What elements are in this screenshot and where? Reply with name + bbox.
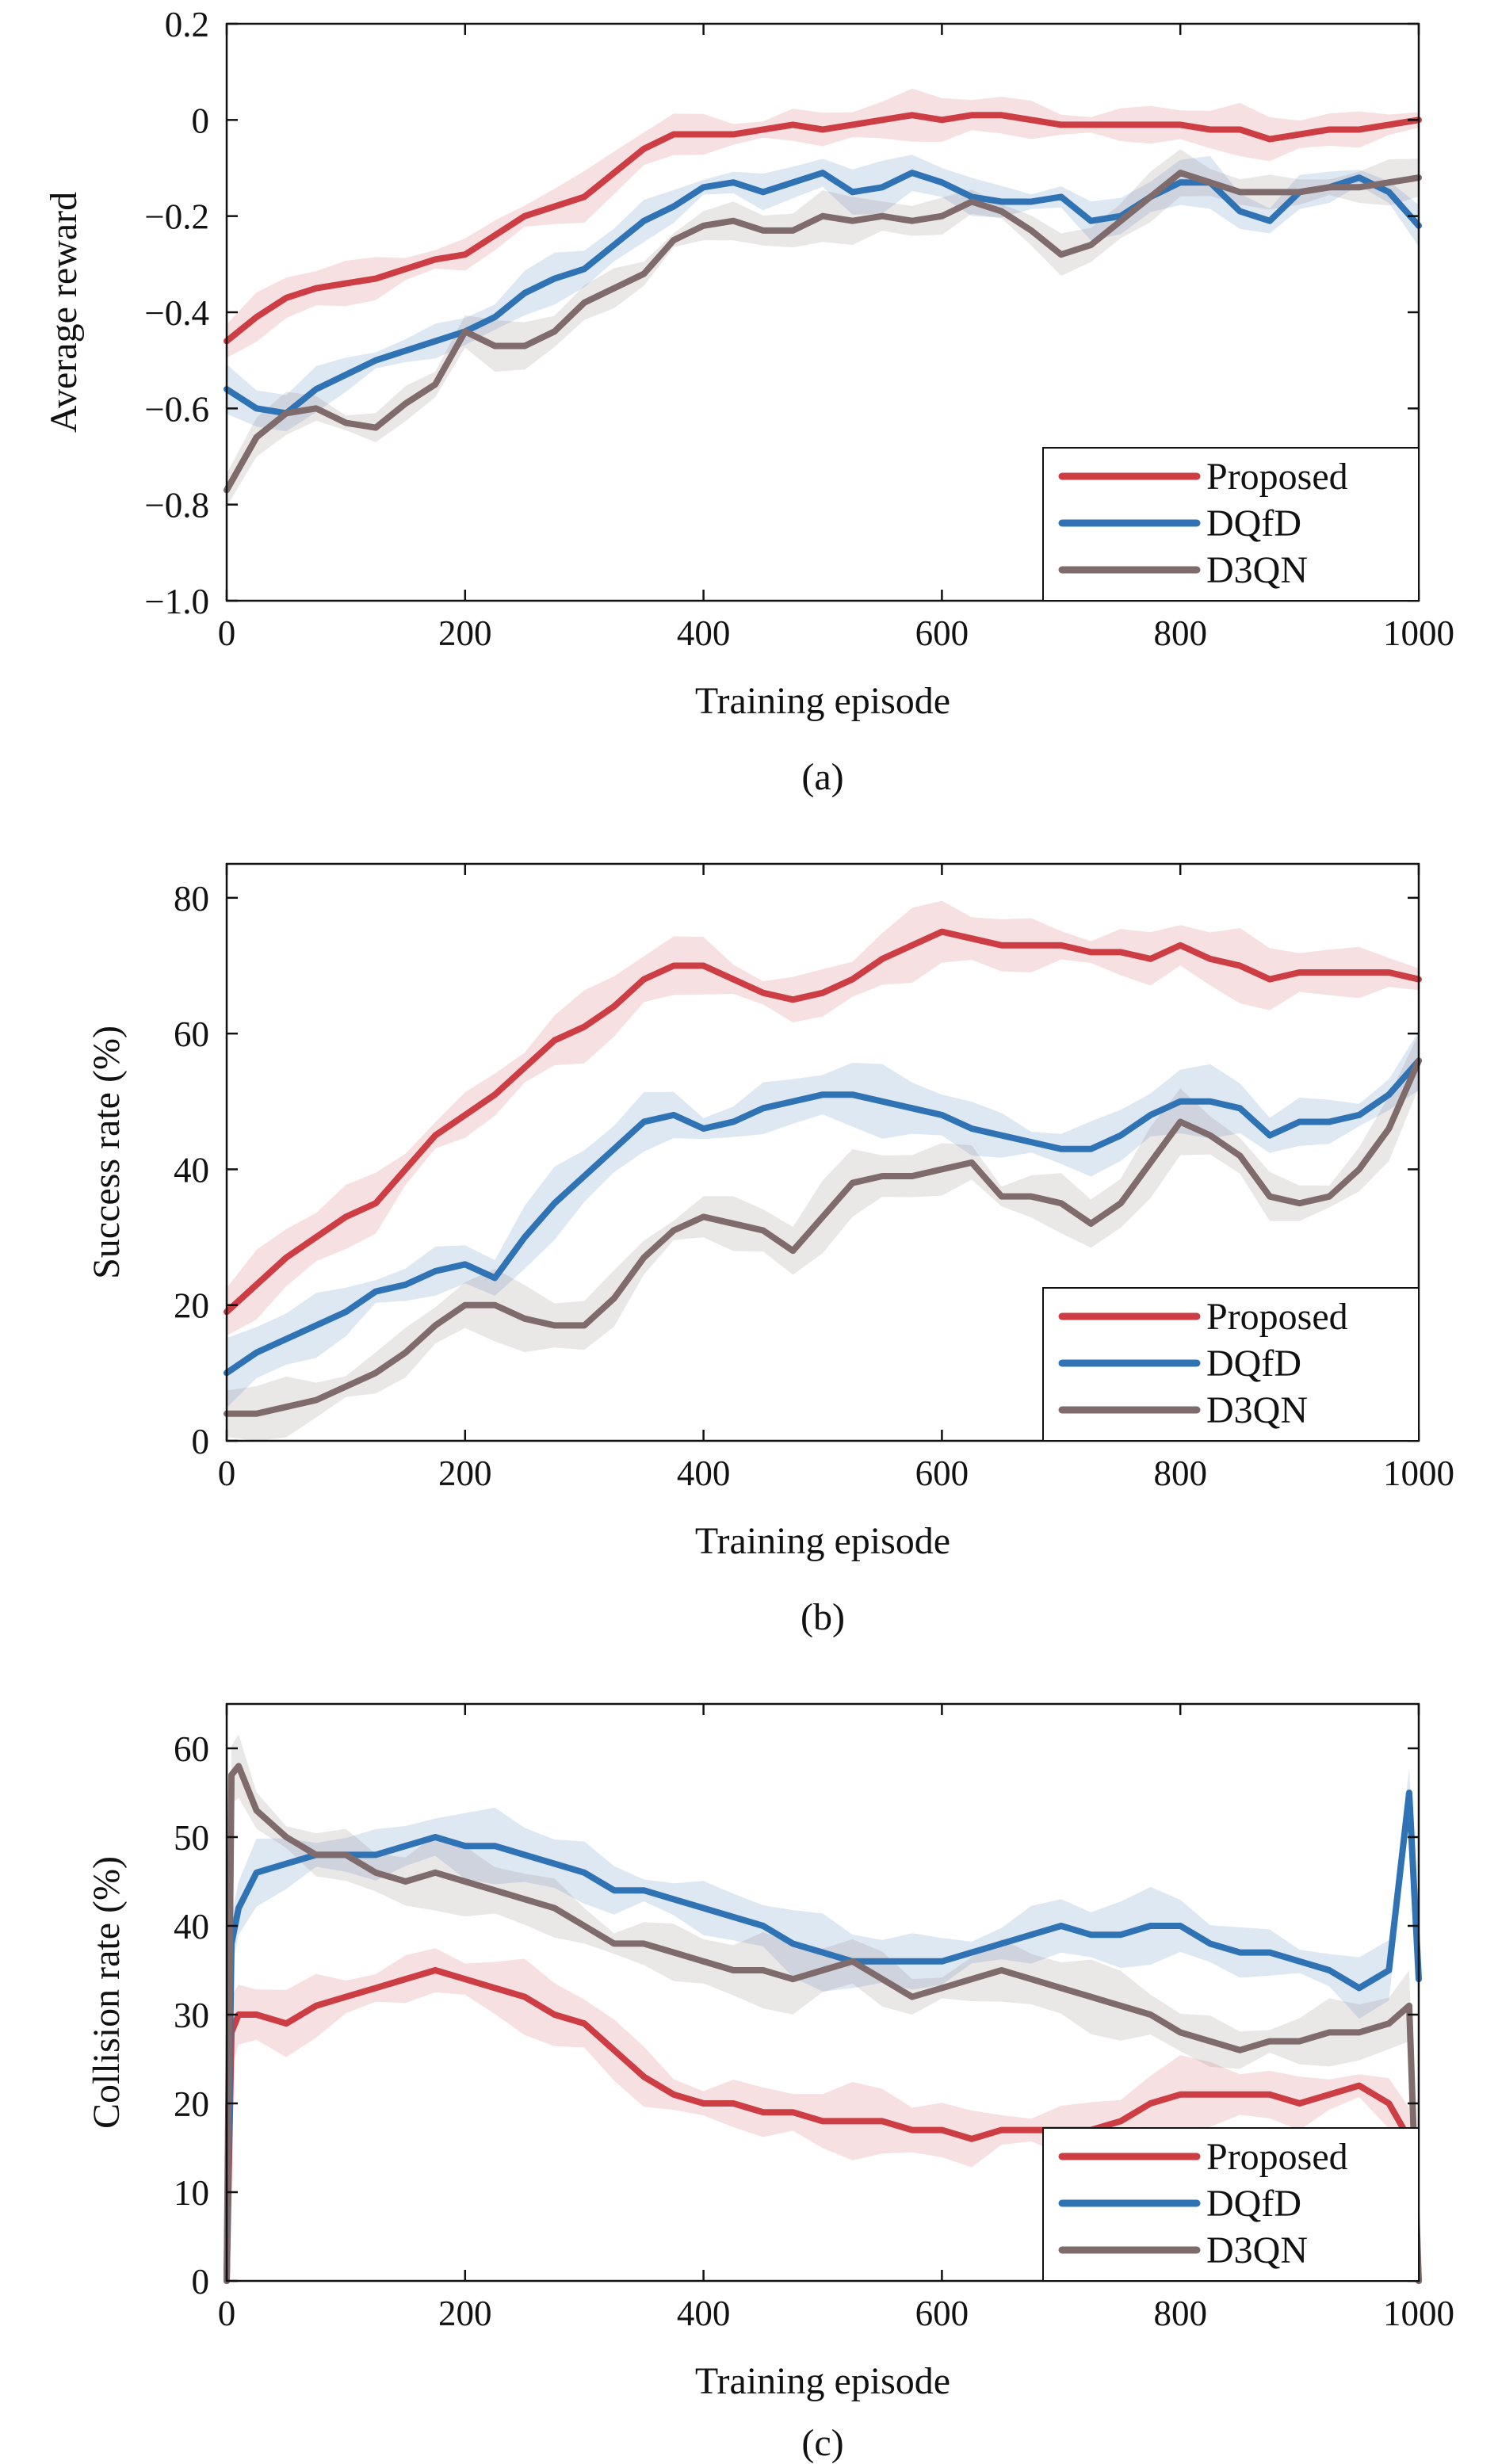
panel-a-xtick-label: 800 bbox=[1153, 613, 1207, 653]
panel-a-line-proposed bbox=[224, 112, 1422, 345]
panel-c-legend: Proposed DQfD D3QN bbox=[1042, 2127, 1420, 2282]
panel-b-line-d3qn bbox=[224, 1057, 1422, 1417]
panel-c-caption: (c) bbox=[801, 2422, 843, 2464]
panel-c-line-dqfd bbox=[224, 1790, 1422, 2284]
panel-a-ytick-label: −0.4 bbox=[144, 293, 209, 333]
panel-b-xtick-label: 0 bbox=[218, 1454, 236, 1493]
panel-a: 0 200 400 600 800 1000 −1.0 −0.8 −0.6 −0.4 −0.2 0 0.… bbox=[43, 5, 1454, 798]
panel-a-legend-label-d3qn: D3QN bbox=[1206, 549, 1308, 591]
panel-a-ytick-label: 0 bbox=[192, 101, 210, 140]
panel-b-legend-label-d3qn: D3QN bbox=[1206, 1389, 1308, 1431]
panel-a-xtick-label: 400 bbox=[677, 613, 731, 653]
panel-c-tick-labels: 0 200 400 600 800 1000 0 10 20 30 40 50 60 bbox=[174, 1729, 1454, 2333]
panel-b-legend-label-dqfd: DQfD bbox=[1206, 1343, 1301, 1385]
panel-a-ylabel: Average reward bbox=[43, 192, 85, 433]
panel-b-lines bbox=[224, 928, 1422, 1417]
panel-b-ytick-label: 0 bbox=[192, 1422, 210, 1461]
panel-a-ytick-label: −0.6 bbox=[144, 389, 209, 429]
panel-c-xtick-label: 0 bbox=[218, 2294, 236, 2333]
panel-a-band-d3qn bbox=[227, 149, 1419, 507]
panel-b-ytick-label: 60 bbox=[174, 1014, 209, 1054]
panel-c: 0 200 400 600 800 1000 0 10 20 30 40 50 60 Training … bbox=[86, 1702, 1454, 2464]
panel-a-legend-label-dqfd: DQfD bbox=[1206, 502, 1301, 544]
panel-b-ytick-label: 80 bbox=[174, 879, 209, 919]
panel-a-xtick-label: 600 bbox=[915, 613, 969, 653]
panel-a-legend: Proposed DQfD D3QN bbox=[1042, 447, 1420, 602]
panel-a-ytick-label: −0.8 bbox=[144, 486, 209, 525]
panel-c-xlabel: Training episode bbox=[695, 2360, 950, 2402]
panel-b: 0 200 400 600 800 1000 0 20 40 60 80 Training epis… bbox=[86, 862, 1454, 1638]
panel-c-xtick-label: 1000 bbox=[1383, 2294, 1454, 2333]
panel-b-axes-box bbox=[225, 862, 1420, 1442]
panel-a-line-d3qn bbox=[224, 170, 1422, 494]
panel-c-ytick-label: 0 bbox=[192, 2262, 210, 2302]
panel-a-caption: (a) bbox=[801, 756, 843, 798]
panel-b-line-dqfd bbox=[224, 1057, 1422, 1377]
panel-c-xtick-label: 600 bbox=[915, 2294, 969, 2333]
panel-c-ytick-label: 50 bbox=[174, 1818, 209, 1858]
panel-c-band-proposed bbox=[227, 1948, 1419, 2281]
panel-c-bands bbox=[227, 1734, 1419, 2281]
panel-c-ytick-label: 40 bbox=[174, 1907, 209, 1946]
panel-a-xlabel: Training episode bbox=[695, 680, 950, 722]
panel-b-xtick-label: 200 bbox=[438, 1454, 492, 1493]
panel-b-xtick-label: 400 bbox=[677, 1454, 731, 1493]
panel-b-ytick-label: 20 bbox=[174, 1286, 209, 1326]
panel-b-xlabel: Training episode bbox=[695, 1520, 950, 1562]
panel-a-line-dqfd bbox=[224, 170, 1422, 417]
panel-c-lines bbox=[224, 1763, 1422, 2284]
panel-b-ytick-label: 40 bbox=[174, 1150, 209, 1190]
panel-c-xtick-label: 400 bbox=[677, 2294, 731, 2333]
panel-c-ytick-label: 60 bbox=[174, 1729, 209, 1769]
panel-c-legend-label-proposed: Proposed bbox=[1206, 2136, 1348, 2178]
panel-b-ylabel: Success rate (%) bbox=[86, 1026, 128, 1279]
panel-b-legend: Proposed DQfD D3QN bbox=[1042, 1287, 1420, 1442]
panel-a-xtick-label: 200 bbox=[438, 613, 492, 653]
panel-b-tick-labels: 0 200 400 600 800 1000 0 20 40 60 80 bbox=[174, 879, 1454, 1493]
panel-a-legend-label-proposed: Proposed bbox=[1206, 456, 1348, 498]
panel-a-xtick-label: 1000 bbox=[1383, 613, 1454, 653]
panel-b-xtick-label: 800 bbox=[1153, 1454, 1207, 1493]
panel-a-band-proposed bbox=[227, 88, 1419, 358]
panel-b-caption: (b) bbox=[801, 1596, 845, 1638]
panel-b-xtick-label: 600 bbox=[915, 1454, 969, 1493]
panel-c-ylabel: Collision rate (%) bbox=[86, 1856, 128, 2129]
panel-a-bands bbox=[227, 88, 1419, 507]
panel-b-xtick-label: 1000 bbox=[1383, 1454, 1454, 1493]
panel-a-ytick-label: −1.0 bbox=[144, 582, 209, 621]
panel-a-ytick-label: −0.2 bbox=[144, 197, 209, 237]
panel-c-xtick-label: 800 bbox=[1153, 2294, 1207, 2333]
panel-b-line-proposed bbox=[224, 928, 1422, 1316]
panel-c-axes-box bbox=[225, 1702, 1420, 2283]
panel-b-legend-label-proposed: Proposed bbox=[1206, 1296, 1348, 1338]
panel-b-band-d3qn bbox=[227, 1033, 1419, 1441]
panel-a-ytick-label: 0.2 bbox=[165, 5, 209, 44]
panel-b-band-dqfd bbox=[227, 1031, 1419, 1408]
panel-c-line-proposed bbox=[224, 1967, 1422, 2284]
panel-a-tick-labels: 0 200 400 600 800 1000 −1.0 −0.8 −0.6 −0.4 −0.2 0 0.… bbox=[144, 5, 1454, 653]
panel-c-legend-label-d3qn: D3QN bbox=[1206, 2229, 1308, 2271]
panel-c-legend-label-dqfd: DQfD bbox=[1206, 2183, 1301, 2225]
panel-c-ytick-label: 10 bbox=[174, 2173, 209, 2213]
panel-c-ytick-label: 30 bbox=[174, 1996, 209, 2035]
panel-c-ytick-label: 20 bbox=[174, 2084, 209, 2124]
panel-a-lines bbox=[224, 112, 1422, 494]
panel-a-ticks bbox=[225, 22, 1420, 602]
panel-c-line-d3qn bbox=[224, 1763, 1422, 2284]
panel-c-xtick-label: 200 bbox=[438, 2294, 492, 2333]
panel-a-xtick-label: 0 bbox=[218, 613, 236, 653]
